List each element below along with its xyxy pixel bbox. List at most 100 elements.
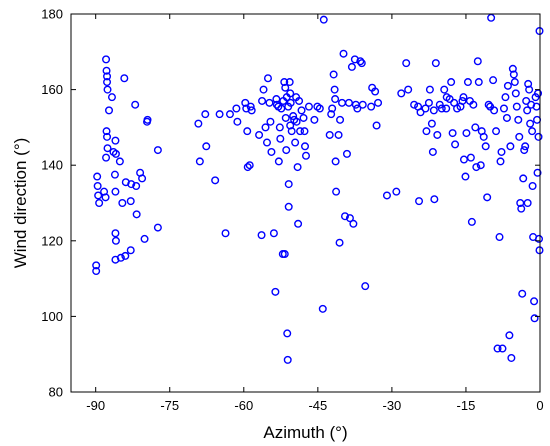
plot-frame: [70, 13, 541, 393]
data-point: [110, 170, 119, 179]
data-point: [535, 234, 544, 243]
data-point: [319, 15, 328, 24]
data-point: [101, 193, 110, 202]
ticks-layer: -90 -75 -60 -45 -30 -15 0 80 100 120 140 160 180: [41, 7, 543, 414]
data-point: [287, 127, 296, 136]
data-point: [140, 234, 149, 243]
data-point: [495, 233, 504, 242]
x-tick-label: -30: [382, 398, 401, 413]
data-point: [428, 147, 437, 156]
data-point: [94, 191, 103, 200]
data-point: [331, 157, 340, 166]
data-point: [331, 95, 340, 104]
data-point: [447, 78, 456, 87]
data-point: [102, 55, 111, 64]
data-point: [153, 146, 162, 155]
data-point: [459, 93, 468, 102]
data-point: [103, 144, 112, 153]
x-tick-label: -15: [457, 398, 476, 413]
data-point: [327, 110, 336, 119]
data-point: [262, 138, 271, 147]
data-point: [515, 132, 524, 141]
data-point: [266, 117, 275, 126]
data-point: [258, 96, 267, 105]
data-point: [503, 81, 512, 90]
data-point: [111, 229, 120, 238]
data-point: [103, 72, 112, 81]
data-point: [481, 142, 490, 151]
data-point: [437, 104, 446, 113]
data-point: [281, 83, 290, 92]
data-point: [349, 219, 358, 228]
data-point: [342, 149, 351, 158]
data-point: [294, 219, 303, 228]
data-point: [521, 142, 530, 151]
x-tick-label: 0: [536, 398, 543, 413]
data-point: [275, 123, 284, 132]
data-point: [202, 142, 211, 151]
data-point: [280, 250, 289, 259]
data-point: [472, 163, 481, 172]
y-tick-label: 180: [41, 7, 63, 22]
data-point: [295, 96, 304, 105]
data-point: [284, 202, 293, 211]
data-point: [255, 130, 264, 139]
data-point: [427, 119, 436, 128]
data-point: [241, 98, 250, 107]
y-axis-title: Wind direction (°): [11, 138, 30, 269]
data-point: [459, 155, 468, 164]
plot-area: [71, 14, 540, 392]
data-point: [105, 106, 114, 115]
data-point: [397, 89, 406, 98]
data-point: [471, 123, 480, 132]
x-axis-title: Azimuth (°): [263, 423, 347, 442]
data-point: [512, 102, 521, 111]
data-point: [127, 180, 136, 189]
y-tick-label: 80: [49, 385, 63, 400]
data-point: [111, 136, 120, 145]
data-point: [138, 174, 147, 183]
data-point: [301, 142, 310, 151]
data-point: [467, 217, 476, 226]
data-point: [143, 117, 152, 126]
data-point: [325, 130, 334, 139]
data-point: [499, 104, 508, 113]
data-point: [286, 89, 295, 98]
data-point: [461, 172, 470, 181]
data-point: [126, 197, 135, 206]
x-tick-label: -60: [234, 398, 253, 413]
data-point: [243, 127, 252, 136]
data-point: [490, 106, 499, 115]
data-point: [111, 236, 120, 245]
data-point: [339, 49, 348, 58]
data-point: [335, 238, 344, 247]
data-point: [282, 146, 291, 155]
data-point: [358, 100, 367, 109]
data-point: [522, 96, 531, 105]
data-point: [430, 195, 439, 204]
data-point: [415, 197, 424, 206]
data-point: [269, 229, 278, 238]
data-point: [425, 85, 434, 94]
data-point: [424, 98, 433, 107]
data-point: [526, 119, 535, 128]
data-point: [272, 95, 281, 104]
y-tick-label: 160: [41, 82, 63, 97]
x-tick-label: -45: [308, 398, 327, 413]
data-point: [518, 289, 527, 298]
y-tick-label: 100: [41, 309, 63, 324]
data-point: [310, 115, 319, 124]
data-point: [523, 106, 532, 115]
data-point: [257, 231, 266, 240]
data-point: [284, 180, 293, 189]
data-point: [473, 57, 482, 66]
data-point: [277, 104, 286, 113]
data-point: [361, 282, 370, 291]
data-point: [517, 204, 526, 213]
data-point: [440, 85, 449, 94]
data-point: [215, 110, 224, 119]
data-point: [232, 104, 241, 113]
data-point: [281, 113, 290, 122]
data-point: [95, 198, 104, 207]
data-point: [283, 329, 292, 338]
